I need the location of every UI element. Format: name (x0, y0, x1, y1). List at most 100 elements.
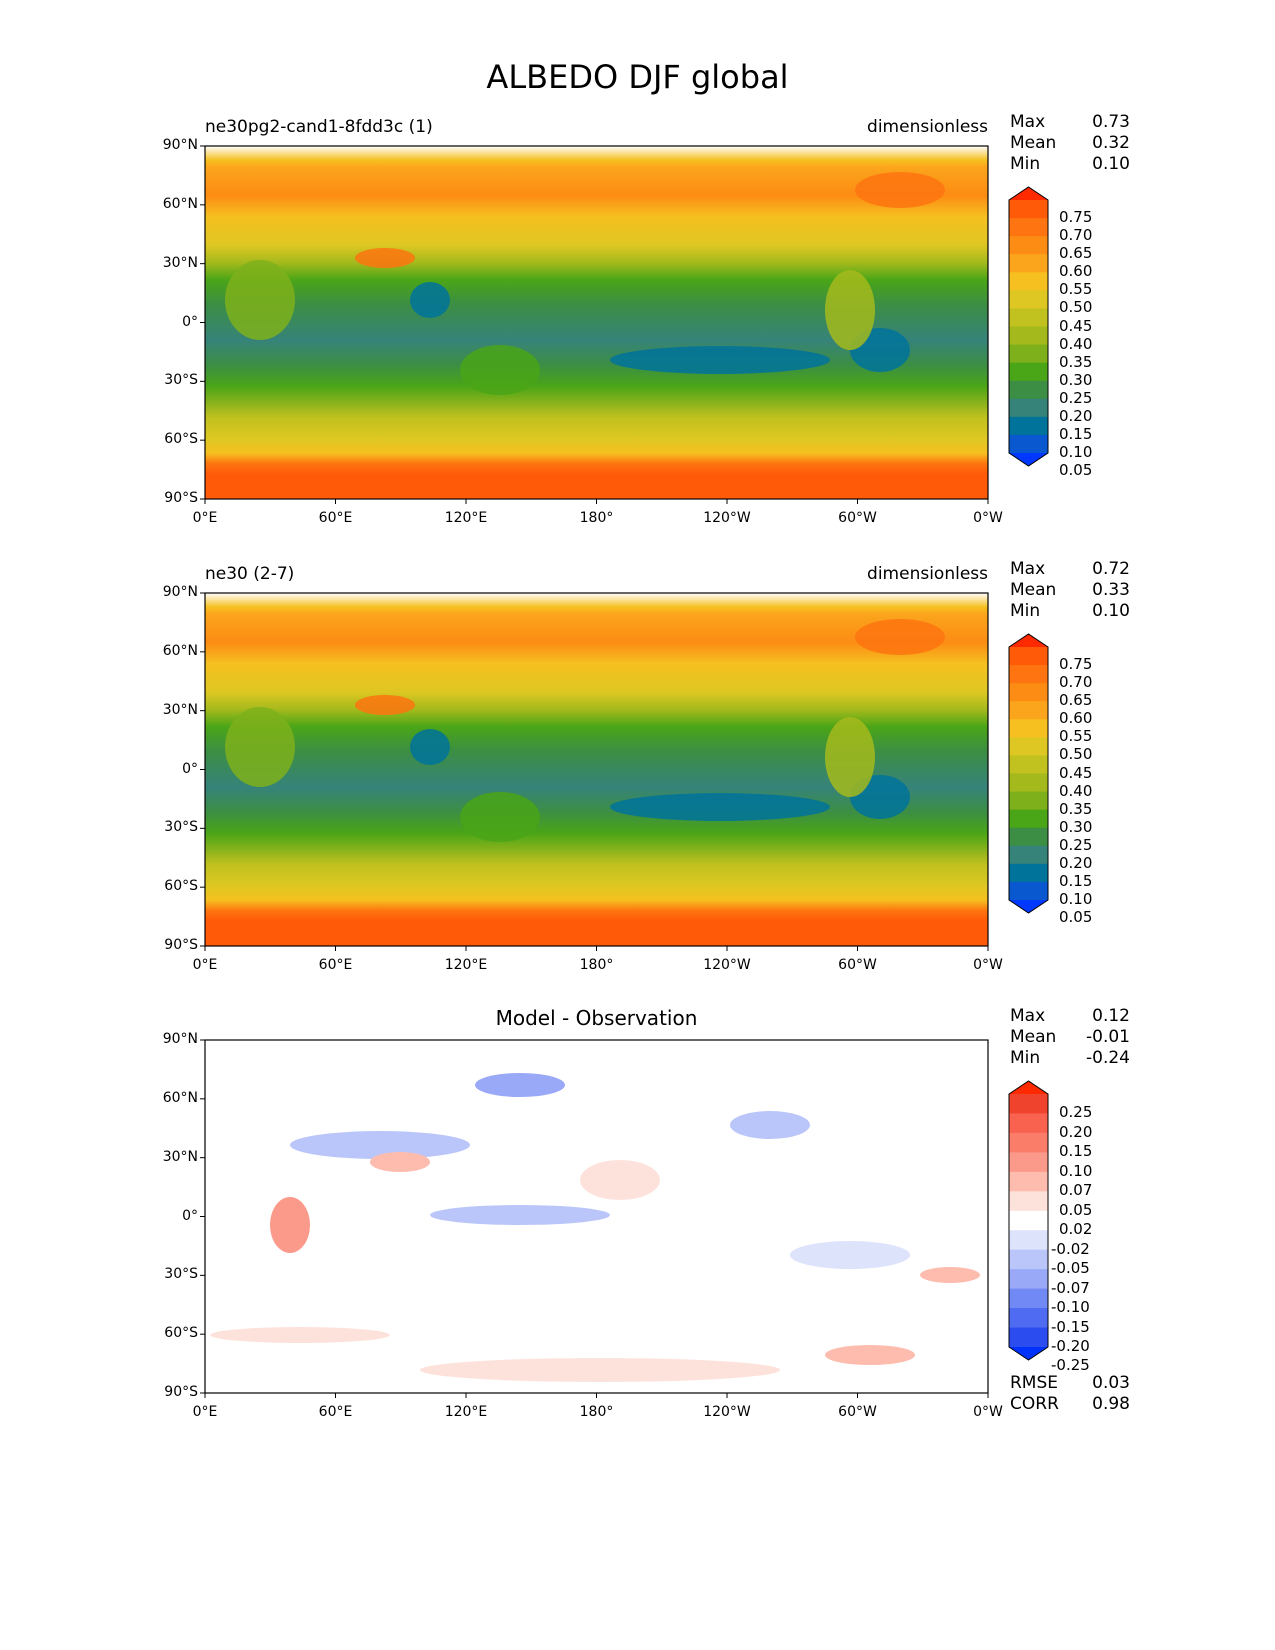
colorbar-segment (1009, 218, 1048, 237)
colorbar-segment (1009, 827, 1048, 847)
field-feature (355, 695, 415, 715)
lat-tick-label: 30°S (164, 819, 198, 836)
colorbar-label: 0.20 (1059, 1122, 1093, 1141)
colorbar-segment (1009, 398, 1048, 418)
colorbar-label: 0.25 (1059, 835, 1093, 854)
field-feature (730, 1111, 810, 1139)
colorbar-segment (1009, 1094, 1048, 1115)
colorbar-segment (1009, 344, 1048, 364)
field-feature (430, 1205, 610, 1225)
field-feature (855, 619, 945, 655)
stat-value-max: 0.72 (1092, 559, 1130, 579)
colorbar-label: 0.65 (1059, 244, 1093, 263)
lon-tick-label: 0°W (973, 957, 1003, 973)
stat-value-min: 0.10 (1092, 601, 1130, 621)
colorbar-segment (1009, 236, 1048, 255)
colorbar-segment (1009, 791, 1048, 811)
figure-title: ALBEDO DJF global (486, 58, 789, 96)
lat-tick-label: 30°N (162, 254, 198, 271)
lat-tick-label: 30°S (164, 1266, 198, 1283)
field-feature (825, 270, 875, 350)
field-feature (580, 1160, 660, 1200)
field-feature (410, 282, 450, 318)
panel-title-center: Model - Observation (495, 1006, 698, 1030)
colorbar-segment (1009, 1113, 1048, 1134)
colorbar-label: 0.60 (1059, 262, 1093, 281)
lon-tick-label: 60°E (318, 1404, 353, 1420)
colorbar-label: 0.05 (1059, 1200, 1093, 1219)
colorbar-label: 0.70 (1059, 673, 1093, 692)
stat-label-max: Max (1010, 1006, 1046, 1026)
colorbar-label: 0.60 (1059, 709, 1093, 728)
lat-tick-label: 90°S (164, 937, 198, 953)
colorbar-segment (1009, 1327, 1048, 1348)
colorbar-label: 0.20 (1059, 853, 1093, 872)
stat-label-max: Max (1010, 112, 1046, 132)
colorbar-segment (1009, 326, 1048, 346)
colorbar-segment (1009, 1210, 1048, 1231)
panel-title-left: ne30 (2-7) (205, 564, 295, 584)
field-feature (475, 1073, 565, 1097)
lat-tick-label: 60°N (162, 1089, 198, 1106)
colorbar-segment (1009, 1152, 1048, 1173)
colorbar-extend-max (1009, 634, 1048, 647)
panel-title-left: ne30pg2-cand1-8fdd3c (1) (205, 117, 433, 137)
colorbar-segment (1009, 665, 1048, 684)
lat-tick-label: 0° (182, 1207, 198, 1224)
lon-tick-label: 120°E (444, 957, 488, 973)
field-feature (825, 1345, 915, 1365)
stat-value-mean: -0.01 (1086, 1027, 1130, 1047)
stat-label-min: Min (1010, 1048, 1041, 1068)
colorbar-label: 0.65 (1059, 691, 1093, 710)
colorbar-segment (1009, 1171, 1048, 1192)
field-feature (225, 260, 295, 340)
colorbar-segment (1009, 1230, 1048, 1251)
stat-label-min: Min (1010, 154, 1041, 174)
lat-tick-label: 90°N (162, 137, 198, 153)
lon-tick-label: 120°W (703, 957, 751, 973)
stat-label-corr: CORR (1010, 1394, 1059, 1414)
colorbar-label: -0.20 (1051, 1337, 1090, 1355)
stat-label-rmse: RMSE (1010, 1373, 1059, 1393)
colorbar-extend-min (1009, 1347, 1048, 1360)
stat-value-rmse: 0.03 (1092, 1373, 1130, 1393)
lon-tick-label: 0°W (973, 1404, 1003, 1420)
stat-label-mean: Mean (1010, 133, 1057, 153)
colorbar-segment (1009, 809, 1048, 829)
colorbar-segment (1009, 1288, 1048, 1309)
lat-tick-label: 90°S (164, 490, 198, 506)
field-feature (210, 1327, 390, 1343)
colorbar-label: 0.05 (1059, 908, 1093, 927)
colorbar-segment (1009, 380, 1048, 400)
lat-tick-label: 30°N (162, 701, 198, 718)
field-feature (355, 248, 415, 268)
field-feature (920, 1267, 980, 1283)
field-feature (460, 345, 540, 395)
lon-tick-label: 60°W (838, 1404, 877, 1420)
lat-tick-label: 60°N (162, 195, 198, 212)
lon-tick-label: 60°E (318, 957, 353, 973)
lat-tick-label: 60°S (164, 431, 198, 448)
colorbar-label: 0.75 (1059, 208, 1093, 227)
colorbar-label: 0.30 (1059, 370, 1093, 389)
colorbar-label: 0.05 (1059, 461, 1093, 480)
colorbar-label: 0.50 (1059, 298, 1093, 317)
colorbar-segment (1009, 845, 1048, 865)
lat-tick-label: 60°N (162, 642, 198, 659)
colorbar-label: 0.10 (1059, 443, 1093, 461)
lat-tick-label: 30°N (162, 1148, 198, 1165)
stat-label-max: Max (1010, 559, 1046, 579)
stat-value-min: -0.24 (1086, 1048, 1130, 1068)
colorbar-outline (1008, 1080, 1049, 1361)
map-panel-3 (200, 1039, 989, 1398)
colorbar-label: 0.45 (1059, 763, 1093, 782)
lon-tick-label: 0°E (192, 510, 218, 526)
colorbar-segment (1009, 434, 1048, 454)
colorbar-extend-min (1009, 453, 1048, 466)
colorbar-1 (1008, 186, 1049, 467)
field-feature (225, 707, 295, 787)
colorbar-label: -0.10 (1051, 1298, 1090, 1317)
lat-tick-label: 90°S (164, 1384, 198, 1400)
colorbar-label: 0.07 (1059, 1181, 1093, 1200)
